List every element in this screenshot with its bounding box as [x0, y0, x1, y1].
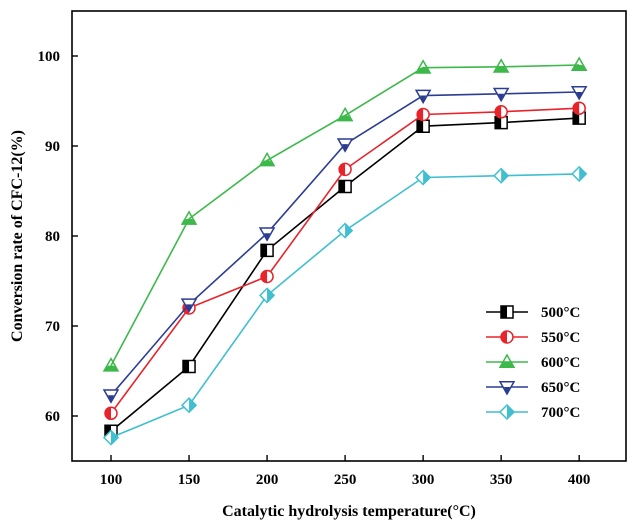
data-point-0-4 [416, 119, 430, 133]
data-point-2-2 [258, 151, 276, 167]
legend-item-3: 650°C [486, 380, 580, 396]
data-point-4-6 [571, 165, 588, 182]
y-axis-label: Conversion rate of CFC-12(%) [9, 130, 26, 342]
y-tick-label-80: 80 [45, 229, 60, 245]
data-point-1-0 [104, 406, 118, 421]
legend-item-1: 550°C [486, 330, 580, 346]
data-point-2-5 [492, 58, 510, 73]
data-point-4-1 [180, 397, 198, 414]
x-tick-label-150: 150 [178, 472, 201, 488]
legend-label-3: 650°C [541, 380, 580, 396]
data-point-4-5 [493, 167, 510, 184]
legend-label-0: 500°C [541, 305, 580, 321]
data-point-4-4 [415, 169, 432, 186]
legend: 500°C 550°C 600°C 650°C 700°C [486, 305, 580, 421]
legend-item-2: 600°C [486, 353, 580, 371]
data-point-2-1 [180, 210, 198, 225]
data-point-2-4 [414, 59, 432, 74]
legend-marker-0 [500, 305, 514, 319]
x-tick-label-250: 250 [334, 472, 357, 488]
y-tick-label-90: 90 [45, 139, 60, 155]
data-point-0-3 [338, 179, 352, 194]
series-line-3 [110, 91, 580, 396]
y-tick-label-70: 70 [45, 319, 60, 335]
legend-marker-2 [498, 353, 516, 368]
data-point-3-3 [336, 138, 354, 153]
x-tick-label-400: 400 [568, 472, 591, 488]
data-point-3-0 [102, 389, 120, 404]
data-point-2-3 [336, 106, 354, 122]
data-point-2-6 [570, 56, 588, 71]
data-point-1-6 [572, 101, 586, 115]
data-point-3-6 [570, 86, 588, 101]
legend-label-4: 700°C [541, 405, 580, 421]
legend-item-0: 500°C [486, 305, 580, 321]
data-point-1-2 [260, 269, 274, 284]
data-point-1-3 [338, 162, 352, 177]
legend-marker-3 [498, 381, 516, 396]
x-tick-label-100: 100 [100, 472, 123, 488]
data-point-2-0 [102, 357, 120, 372]
legend-marker-1 [500, 330, 514, 344]
x-tick-label-300: 300 [412, 472, 435, 488]
y-tick-label-100: 100 [38, 49, 61, 65]
y-tick-label-60: 60 [45, 409, 60, 425]
legend-marker-4 [498, 403, 516, 421]
x-tick-label-350: 350 [490, 472, 513, 488]
x-tick-label-200: 200 [256, 472, 279, 488]
data-point-3-5 [492, 87, 510, 103]
legend-label-2: 600°C [541, 355, 580, 371]
series-layer [102, 56, 588, 446]
x-axis-label: Catalytic hydrolysis temperature(°C) [222, 503, 476, 520]
data-point-0-2 [260, 243, 274, 258]
series-2 [102, 56, 588, 372]
legend-item-4: 700°C [486, 403, 580, 421]
legend-label-1: 550°C [541, 330, 580, 346]
data-point-4-0 [102, 429, 120, 446]
data-point-3-4 [414, 89, 432, 105]
data-point-1-5 [494, 105, 508, 119]
series-4 [102, 165, 588, 446]
series-line-2 [110, 64, 580, 366]
data-point-0-1 [182, 359, 196, 374]
axis-ticks: 100 150 200 250 300 350 400 60 70 80 90 100 [38, 49, 591, 488]
data-point-3-2 [258, 227, 276, 242]
data-point-1-4 [416, 107, 430, 122]
data-point-4-3 [337, 222, 354, 239]
series-0 [104, 111, 586, 439]
series-3 [102, 86, 588, 404]
data-point-4-2 [259, 287, 276, 304]
data-point-3-1 [180, 298, 198, 313]
